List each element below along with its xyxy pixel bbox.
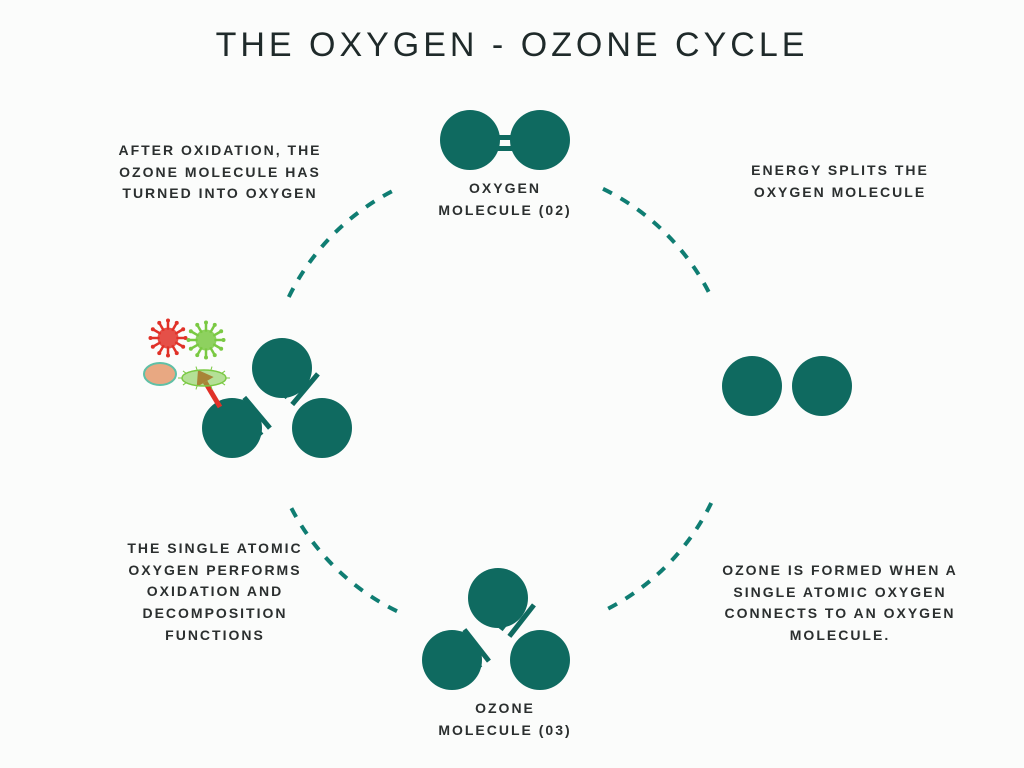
label-o3: OZONEMOLECULE (03) [400,698,610,741]
diagram-stage: THE OXYGEN - OZONE CYCLE OXYGENMOLECULE … [0,0,1024,768]
caption-top-right: ENERGY SPLITS THEOXYGEN MOLECULE [720,160,960,203]
caption-bottom-left: THE SINGLE ATOMICOXYGEN PERFORMSOXIDATIO… [100,538,330,646]
caption-bottom-right: OZONE IS FORMED WHEN ASINGLE ATOMIC OXYG… [700,560,980,647]
label-o2: OXYGENMOLECULE (02) [400,178,610,221]
caption-top-left: AFTER OXIDATION, THEOZONE MOLECULE HASTU… [95,140,345,205]
